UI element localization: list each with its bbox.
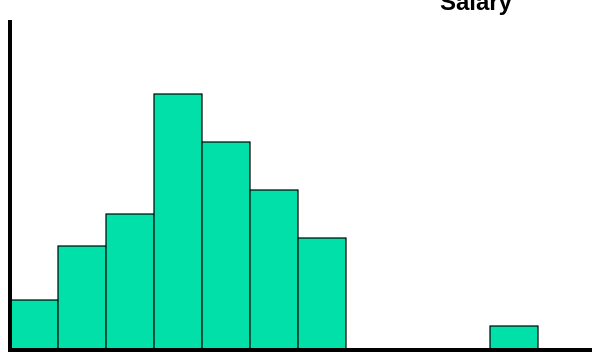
histogram-bar-6 xyxy=(249,189,299,351)
histogram-bar-1 xyxy=(9,299,59,351)
histogram-bar-4 xyxy=(153,93,203,351)
histogram-bar-5 xyxy=(201,141,251,351)
histogram-bar-3 xyxy=(105,213,155,351)
chart-title: Salary xyxy=(440,0,513,16)
histogram-bars xyxy=(9,93,539,351)
histogram-bar-11 xyxy=(489,325,539,351)
histogram-bar-7 xyxy=(297,237,347,351)
histogram-bar-2 xyxy=(57,245,107,351)
